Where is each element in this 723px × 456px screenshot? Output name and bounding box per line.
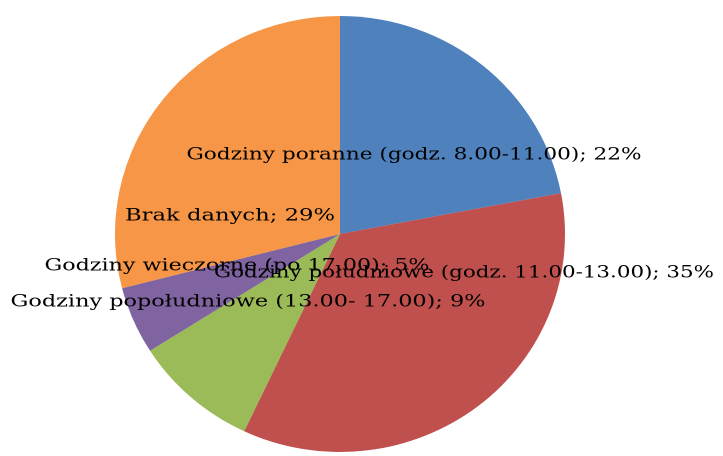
pie-slice [340, 16, 562, 234]
pie-slice [150, 234, 340, 432]
data-label: Godziny południowe (godz. 11.00-13.00); … [214, 263, 714, 283]
pie-slice [244, 193, 566, 452]
data-label: Godziny wieczorne (po 17.00); 5% [45, 256, 430, 276]
data-label: Brak danych; 29% [125, 206, 335, 226]
pie-slice [122, 234, 340, 351]
pie-slice [115, 16, 341, 289]
data-label: Godziny popołudniowe (13.00- 17.00); 9% [11, 292, 486, 312]
data-label: Godziny poranne (godz. 8.00-11.00); 22% [187, 145, 642, 165]
